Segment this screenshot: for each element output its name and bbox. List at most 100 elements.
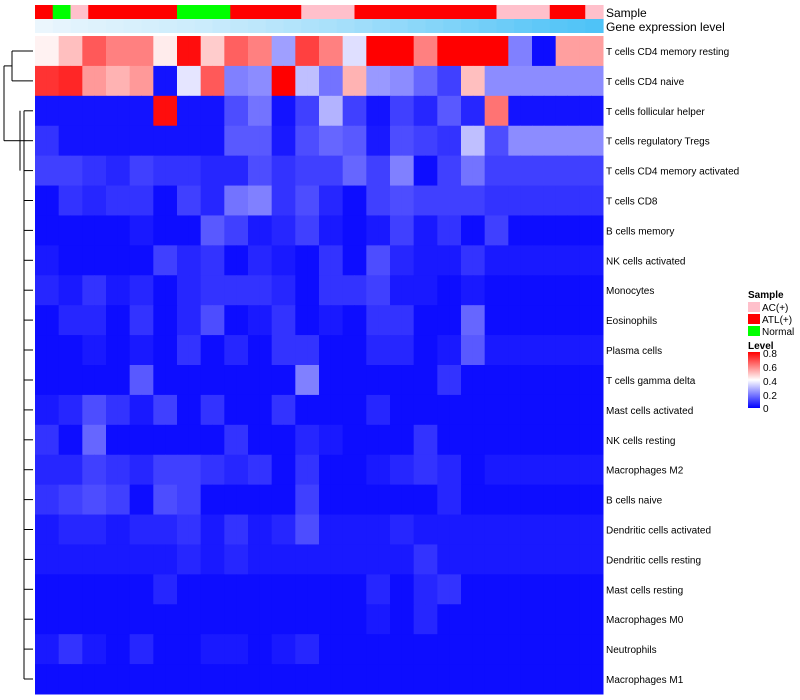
heatmap-cell <box>425 65 438 97</box>
heatmap-cell <box>283 36 296 67</box>
heatmap-cell <box>153 544 166 575</box>
heatmap-cell <box>283 574 296 605</box>
heatmap-cell <box>461 394 474 426</box>
heatmap-cell <box>413 95 426 127</box>
heatmap-cell <box>484 634 497 665</box>
heatmap-cell <box>165 544 178 575</box>
heatmap-cell <box>532 365 545 396</box>
sample-annotation-track <box>35 5 604 19</box>
heatmap-cell <box>472 335 486 366</box>
heatmap-cell <box>165 394 178 426</box>
heatmap-cell <box>567 95 580 127</box>
heatmap-cell <box>283 424 296 456</box>
heatmap-cell <box>342 335 355 366</box>
heatmap-cell <box>366 275 379 306</box>
heatmap-cell <box>401 185 415 216</box>
heatmap-cell <box>200 275 213 306</box>
heatmap-cell <box>224 574 237 605</box>
heatmap-cell <box>248 125 261 157</box>
heatmap-cell <box>307 335 320 366</box>
sample-annotation-cell <box>70 5 89 19</box>
heatmap-cell <box>82 454 95 486</box>
sample-annotation-cell <box>159 5 178 19</box>
heatmap-cell <box>271 484 284 516</box>
heatmap-cell <box>567 604 580 635</box>
heatmap-cell <box>70 544 83 575</box>
heatmap-cell <box>508 484 521 516</box>
heatmap-cell <box>401 95 415 127</box>
heatmap-cell <box>141 215 154 246</box>
sample-annotation-cell <box>336 5 356 19</box>
heatmap-cell <box>401 424 415 456</box>
heatmap-cell <box>259 215 273 246</box>
sample-annotation-cell <box>265 5 285 19</box>
heatmap-cell <box>35 275 48 306</box>
heatmap-cell <box>354 394 367 426</box>
heatmap-cell <box>58 514 71 545</box>
heatmap-cell <box>437 544 450 575</box>
heatmap-cell <box>141 604 154 635</box>
heatmap-cell <box>129 155 142 187</box>
heatmap-cell <box>319 215 332 246</box>
heatmap-cell <box>319 245 332 276</box>
heatmap-cell <box>117 394 131 426</box>
heatmap-cell <box>295 574 308 605</box>
heatmap-cell <box>271 424 284 456</box>
heatmap-cell <box>153 424 166 456</box>
heatmap-cell <box>188 65 202 97</box>
heatmap-cell <box>437 484 450 516</box>
heatmap-cell <box>496 335 509 366</box>
heatmap-cell <box>378 305 391 336</box>
heatmap-cell <box>153 454 166 486</box>
heatmap-cell <box>295 275 308 306</box>
heatmap-cell <box>236 514 249 545</box>
heatmap-cell <box>70 95 83 127</box>
heatmap-cell <box>366 424 379 456</box>
heatmap-cell <box>401 574 415 605</box>
heatmap-cell <box>141 664 154 695</box>
heatmap-cell <box>366 335 379 366</box>
heatmap-cell <box>591 335 604 366</box>
heatmap-cell <box>283 634 296 665</box>
heatmap-cell <box>413 514 426 545</box>
heatmap-cell <box>484 215 497 246</box>
heatmap-cell <box>224 95 237 127</box>
heatmap-cell <box>307 245 320 276</box>
heatmap-cell <box>307 65 320 97</box>
heatmap-cell <box>200 394 213 426</box>
heatmap-cell <box>295 185 308 216</box>
heatmap-cell <box>484 574 497 605</box>
heatmap-cell <box>567 245 580 276</box>
heatmap-cell <box>70 185 83 216</box>
heatmap-cell <box>307 95 320 127</box>
row-label: T cells CD4 naive <box>606 77 685 88</box>
heatmap-cell <box>106 664 119 695</box>
row-label: Dendritic cells resting <box>606 555 701 566</box>
heatmap-cell <box>520 275 533 306</box>
heatmap-cell <box>307 574 320 605</box>
heatmap-cell <box>579 275 592 306</box>
heatmap-cell <box>106 215 119 246</box>
heatmap-cell <box>520 634 533 665</box>
heatmap-cell <box>212 514 225 545</box>
heatmap-cell <box>330 65 344 97</box>
heatmap-cell <box>46 394 60 426</box>
heatmap-cell <box>330 36 344 67</box>
heatmap-cell <box>319 125 332 157</box>
heatmap-cell <box>165 185 178 216</box>
heatmap-cell <box>141 36 154 67</box>
heatmap-cell <box>70 65 83 97</box>
heatmap-cell <box>449 36 462 67</box>
heatmap-cell <box>567 335 580 366</box>
heatmap-cell <box>141 634 154 665</box>
heatmap-cell <box>401 634 415 665</box>
heatmap-cell <box>390 484 403 516</box>
heatmap-cell <box>70 604 83 635</box>
heatmap-cell <box>141 125 154 157</box>
heatmap-cell <box>224 634 237 665</box>
heatmap-cell <box>354 365 367 396</box>
heatmap-cell <box>354 36 367 67</box>
gene-expression-annotation-cell <box>177 19 196 33</box>
heatmap-cell <box>449 394 462 426</box>
heatmap-cell <box>390 305 403 336</box>
